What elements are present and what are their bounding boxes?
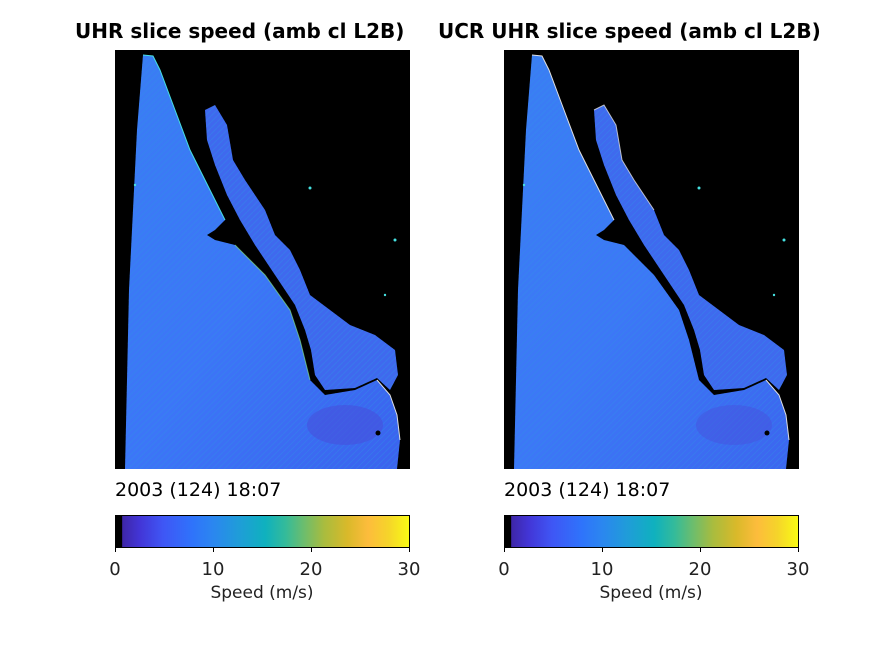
left-panel-title: UHR slice speed (amb cl L2B) [75,19,405,43]
right-colorbar-tick-label: 0 [498,559,510,580]
right-coastline [531,54,615,221]
right-colorbar-label: Speed (m/s) [599,583,703,603]
right-colorbar-tick-label: 30 [786,559,810,580]
left-island [308,186,312,190]
right-colorbar-tick-label: 20 [688,559,712,580]
right-panel-title: UCR UHR slice speed (amb cl L2B) [438,19,821,43]
right-colorbar-tick [602,548,603,552]
left-colorbar-tick-label: 30 [397,559,421,580]
left-colorbar-tick [409,548,410,552]
right-colorbar-tick [700,548,701,552]
right-colorbar [504,515,799,548]
left-colorbar-tick [115,548,116,552]
left-coastline [142,54,226,221]
right-colorbar-tick-label: 10 [590,559,614,580]
left-low-speed-patch [307,405,383,445]
left-speed-map [115,50,410,469]
left-colorbar-tick [213,548,214,552]
right-low-speed-patch [696,405,772,445]
right-colorbar-tick [798,548,799,552]
left-timestamp: 2003 (124) 18:07 [115,479,282,501]
left-colorbar-tick-label: 10 [201,559,225,580]
right-island [697,186,701,190]
left-colorbar-tick [311,548,312,552]
right-colorbar-tick [504,548,505,552]
left-colorbar [115,515,410,548]
right-timestamp: 2003 (124) 18:07 [504,479,671,501]
left-speed-map-svg [125,54,401,469]
left-colorbar-label: Speed (m/s) [210,583,314,603]
left-colorbar-tick-label: 0 [109,559,121,580]
right-speed-map [504,50,799,469]
right-speed-map-svg [514,54,790,469]
left-colorbar-tick-label: 20 [299,559,323,580]
